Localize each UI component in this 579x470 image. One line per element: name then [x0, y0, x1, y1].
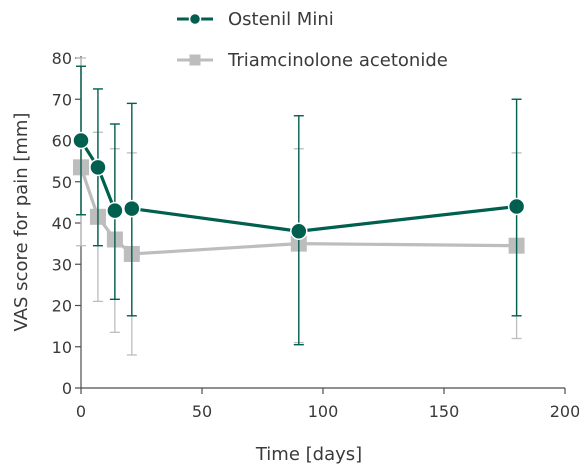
x-tick-label: 50 [192, 402, 212, 421]
x-tick-label: 150 [429, 402, 460, 421]
x-tick-label: 0 [76, 402, 86, 421]
y-tick-label: 80 [52, 49, 72, 68]
plot-area [72, 57, 526, 356]
legend-swatch-ostenil-marker [188, 12, 202, 26]
data-point-ostenil [507, 197, 526, 216]
x-tick-label: 200 [550, 402, 579, 421]
y-tick-label: 70 [52, 90, 72, 109]
data-point-ostenil [123, 199, 141, 218]
axes: 0 10 20 30 40 50 60 70 80 0 50 100 150 200 [52, 49, 579, 421]
data-point-ostenil [89, 158, 107, 177]
x-tick-label: 100 [308, 402, 339, 421]
y-tick-label: 30 [52, 255, 72, 274]
legend-label-ostenil: Ostenil Mini [228, 9, 334, 30]
legend-swatch-triamcinolone-marker [189, 54, 201, 66]
y-axis-title: VAS score for pain [mm] [11, 113, 32, 332]
x-axis-title: Time [days] [255, 444, 362, 465]
y-tick-label: 60 [52, 132, 72, 151]
data-point-ostenil [106, 201, 124, 220]
y-tick-label: 50 [52, 173, 72, 192]
y-tick-label: 0 [62, 379, 72, 398]
legend: Ostenil Mini Triamcinolone acetonide [177, 9, 448, 71]
y-tick-label: 10 [52, 338, 72, 357]
series-line-triamcinolone [79, 166, 517, 256]
data-point-ostenil [72, 131, 90, 150]
series-ostenil [72, 65, 526, 346]
legend-label-triamcinolone: Triamcinolone acetonide [227, 50, 448, 71]
data-point-ostenil [290, 222, 308, 240]
y-tick-label: 20 [52, 297, 72, 316]
y-tick-label: 40 [52, 214, 72, 233]
